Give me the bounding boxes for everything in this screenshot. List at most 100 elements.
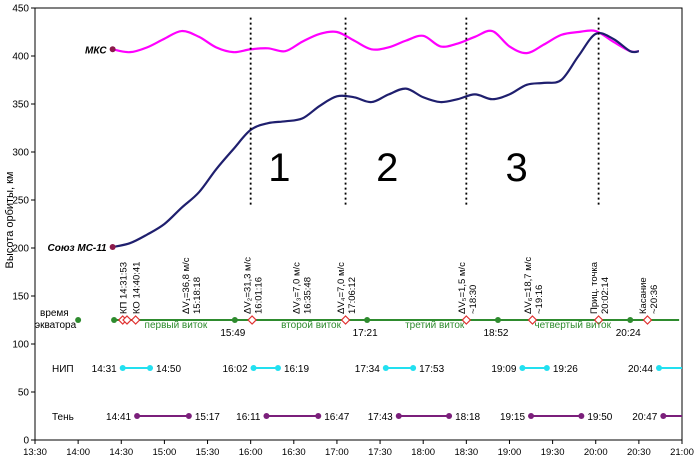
iss-orbit-line <box>112 29 639 55</box>
y-tick-label: 100 <box>12 340 29 351</box>
event-annotation: ΔV₁=36,8 м/с 15:18:18 <box>181 257 203 314</box>
x-tick-label: 21:00 <box>670 447 694 458</box>
x-tick-label: 13:30 <box>23 447 47 458</box>
maneuver-diamond <box>340 315 351 325</box>
nip-time-label: 16:19 <box>284 364 309 375</box>
x-tick-label: 14:30 <box>109 447 133 458</box>
event-annotation-line: ΔV₆=18,7 м/с <box>523 257 534 314</box>
shadow-time-label: 20:47 <box>632 412 657 423</box>
y-tick-label: 150 <box>12 292 29 303</box>
x-tick-label: 19:30 <box>541 447 565 458</box>
y-tick-label: 300 <box>12 148 29 159</box>
event-annotation: ΔV₂=31,3 м/с 16:01:16 <box>243 257 265 314</box>
event-annotation-line: КО 14:40:41 <box>132 262 143 314</box>
equator-time-label: 17:21 <box>353 328 378 339</box>
shadow-segment-start <box>134 413 141 419</box>
maneuver-diamond <box>527 315 538 325</box>
nip-segment-end <box>543 365 550 371</box>
shadow-time-label: 17:43 <box>368 412 393 423</box>
nip-segment-start <box>119 365 126 371</box>
row-label-equator-2: экватора <box>35 320 77 331</box>
shadow-row-label: Тень <box>52 412 74 423</box>
event-annotation-line: КП 14:31:53 <box>119 262 130 314</box>
event-annotation: ΔV₄=7,0 м/с 17:06:12 <box>336 262 358 314</box>
x-tick-label: 16:30 <box>282 447 306 458</box>
event-annotation: Приц. точка 20:02:14 <box>589 261 611 314</box>
event-annotation: Касание ~20:36 <box>638 277 660 314</box>
shadow-segment-start <box>660 413 667 419</box>
equator-crossing-point <box>494 317 501 323</box>
y-tick-label: 450 <box>12 4 29 15</box>
timeline-rows: 15:49 17:21 18:52 20:24 первый виток второй в… <box>35 308 682 423</box>
y-tick-label: 350 <box>12 100 29 111</box>
nip-segment-start <box>250 365 257 371</box>
x-tick-label: 17:00 <box>325 447 349 458</box>
event-annotation: КП 14:31:53 <box>119 262 130 314</box>
nip-time-label: 16:02 <box>223 364 248 375</box>
shadow-time-label: 19:15 <box>500 412 525 423</box>
nip-segment-start <box>519 365 526 371</box>
shadow-time-label: 19:50 <box>587 412 612 423</box>
maneuver-diamond <box>593 315 604 325</box>
plot-frame <box>34 7 683 441</box>
nip-time-label: 14:50 <box>156 364 181 375</box>
orbit-name-label: первый виток <box>145 320 208 331</box>
event-annotation-line: Приц. точка <box>589 261 600 314</box>
nip-row-label: НИП <box>52 364 74 375</box>
equator-crossing-point <box>111 317 118 323</box>
shadow-segment-end <box>185 413 192 419</box>
series-start-point <box>109 244 116 251</box>
series-label: Союз МС-11 <box>48 243 108 254</box>
x-tick-label: 15:30 <box>196 447 220 458</box>
shadow-segment-start <box>263 413 270 419</box>
nip-time-label: 17:53 <box>419 364 444 375</box>
maneuver-diamond <box>461 315 472 325</box>
event-annotations: КП 14:31:53 КО 14:40:41 ΔV₁=36,8 м/с 15:18:… <box>119 257 660 314</box>
event-annotation-line: 16:01:16 <box>254 277 265 314</box>
series-start-point <box>109 46 116 53</box>
event-annotation-line: ΔV₃=7,0 м/с <box>291 262 302 314</box>
nip-time-label: 20:44 <box>628 364 653 375</box>
x-tick-label: 14:00 <box>66 447 90 458</box>
phase-number-label: 2 <box>376 146 398 190</box>
x-tick-label: 18:30 <box>454 447 478 458</box>
x-tick-label: 16:00 <box>239 447 263 458</box>
event-annotation: ΔV₃=7,0 м/с 16:35:48 <box>291 262 313 314</box>
event-annotation-line: 20:02:14 <box>600 277 611 314</box>
y-tick-label: 50 <box>18 388 30 399</box>
nip-segment-start <box>655 365 662 371</box>
x-tick-label: 20:30 <box>627 447 651 458</box>
event-annotation: ΔV₅=1,5 м/с ~18:30 <box>457 262 479 314</box>
event-annotation: КО 14:40:41 <box>132 262 143 314</box>
event-annotation-line: 16:35:48 <box>302 277 313 314</box>
equator-time-label: 15:49 <box>220 328 245 339</box>
phase-markers: 1 2 3 <box>249 17 600 205</box>
nip-segment-end <box>274 365 281 371</box>
event-annotation-line: Касание <box>638 277 649 314</box>
nip-segment-end <box>147 365 154 371</box>
equator-crossing-point <box>75 317 82 323</box>
shadow-time-label: 16:47 <box>324 412 349 423</box>
orbit-name-label: четвертый виток <box>534 320 611 331</box>
x-tick-label: 17:30 <box>368 447 392 458</box>
shadow-time-label: 18:18 <box>455 412 480 423</box>
shadow-segment-end <box>446 413 453 419</box>
event-annotation-line: 15:18:18 <box>192 277 203 314</box>
shadow-time-label: 14:41 <box>106 412 131 423</box>
x-tick-label: 18:00 <box>411 447 435 458</box>
soyuz-orbit-line <box>112 31 640 249</box>
axes: 0 50 100 150 200 250 300 350 400 450 13:30 14:00 14:… <box>12 4 694 459</box>
orbit-name-label: второй виток <box>281 320 342 331</box>
y-tick-label: 0 <box>23 436 29 447</box>
shadow-time-label: 15:17 <box>195 412 220 423</box>
nip-segment-end <box>410 365 417 371</box>
equator-crossing-point <box>364 317 371 323</box>
series-label: МКС <box>85 45 107 56</box>
phase-number-label: 1 <box>268 146 290 190</box>
nip-time-label: 17:34 <box>355 364 380 375</box>
y-tick-label: 200 <box>12 244 29 255</box>
x-tick-label: 19:00 <box>498 447 522 458</box>
shadow-segment-start <box>395 413 402 419</box>
y-tick-label: 400 <box>12 52 29 63</box>
nip-time-label: 14:31 <box>92 364 117 375</box>
